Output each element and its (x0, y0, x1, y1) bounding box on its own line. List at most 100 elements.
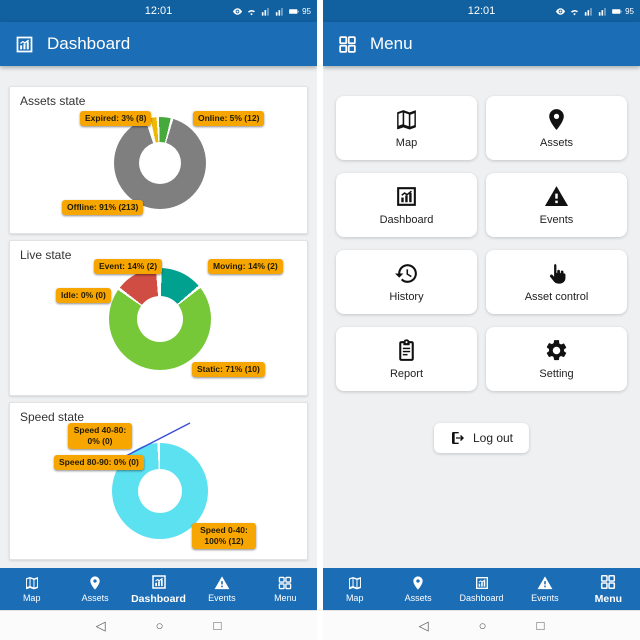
map-icon (24, 575, 40, 591)
bottom-nav: Map Assets Dashboard Events Menu (323, 568, 640, 610)
chart-label-speed-80-90: Speed 80-90: 0% (0) (54, 455, 144, 471)
card-title: Live state (20, 248, 72, 262)
android-nav-bar: ◁ ○ □ (323, 610, 640, 640)
menu-card-label: Assets (539, 137, 573, 149)
page-title: Menu (370, 34, 413, 53)
assets-state-card: Assets state Expired: 3% (8) Online: 5% … (9, 86, 308, 234)
nav-label: Dashboard (459, 593, 504, 603)
status-icons: 95 (555, 0, 634, 22)
recents-button[interactable]: □ (213, 618, 222, 633)
nav-label: Menu (594, 593, 623, 605)
recents-button[interactable]: □ (536, 618, 545, 633)
signal-icon (274, 6, 285, 17)
menu-card-dashboard[interactable]: Dashboard (336, 173, 477, 237)
battery-percent: 95 (625, 6, 634, 16)
nav-item-assets[interactable]: Assets (386, 568, 449, 610)
menu-card-label: Report (389, 368, 424, 380)
home-button[interactable]: ○ (155, 618, 164, 633)
menu-card-label: History (389, 291, 424, 303)
nav-item-events[interactable]: Events (513, 568, 576, 610)
menu-card-events[interactable]: Events (486, 173, 627, 237)
clipboard-icon (394, 338, 419, 363)
chart-label-event: Event: 14% (2) (94, 259, 163, 275)
grid-menu-icon (599, 573, 617, 591)
eye-icon (232, 6, 243, 17)
nav-label: Events (208, 593, 236, 603)
chart-label-online: Online: 5% (12) (193, 111, 265, 127)
dashboard-icon (14, 34, 35, 55)
nav-item-map[interactable]: Map (323, 568, 386, 610)
menu-card-assets[interactable]: Assets (486, 96, 627, 160)
nav-item-menu[interactable]: Menu (577, 568, 640, 610)
chart-icon (150, 573, 168, 591)
battery-percent: 95 (302, 6, 311, 16)
status-icons: 95 (232, 0, 311, 22)
grid-menu-icon (277, 575, 293, 591)
menu-card-label: Events (539, 214, 574, 226)
nav-item-events[interactable]: Events (190, 568, 253, 610)
back-button[interactable]: ◁ (418, 618, 429, 633)
signal-icon (583, 6, 594, 17)
page-title: Dashboard (47, 34, 131, 53)
android-nav-bar: ◁ ○ □ (0, 610, 317, 640)
eye-icon (555, 6, 566, 17)
logout-icon (450, 430, 466, 446)
chart-icon (394, 184, 419, 209)
chart-icon (474, 575, 490, 591)
nav-item-menu[interactable]: Menu (254, 568, 317, 610)
warning-icon (544, 184, 569, 209)
chart-label-static: Static: 71% (10) (192, 362, 265, 378)
history-clock-icon (394, 261, 419, 286)
dashboard-screen: 12:01 95 Dashboard Assets state Expired:… (0, 0, 317, 640)
menu-card-label: Map (395, 137, 418, 149)
assets-state-donut (114, 117, 206, 209)
live-state-card: Live state Event: 14% (2) Moving: 14% (2… (9, 240, 308, 396)
menu-grid: Map Assets Dashboard Events History (323, 66, 640, 391)
card-title: Speed state (20, 410, 85, 424)
status-time: 12:01 (144, 5, 173, 17)
nav-label: Events (531, 593, 559, 603)
home-button[interactable]: ○ (478, 618, 487, 633)
warning-icon (537, 575, 553, 591)
logout-button[interactable]: Log out (433, 423, 530, 453)
dashboard-content: Assets state Expired: 3% (8) Online: 5% … (0, 66, 317, 568)
nav-label: Map (22, 593, 41, 603)
card-title: Assets state (20, 94, 86, 108)
logout-label: Log out (472, 431, 514, 445)
app-bar-menu: Menu (323, 22, 640, 66)
back-button[interactable]: ◁ (95, 618, 106, 633)
chart-label-moving: Moving: 14% (2) (208, 259, 283, 275)
menu-card-asset-control[interactable]: Asset control (486, 250, 627, 314)
pointing-hand-icon (544, 261, 569, 286)
location-pin-icon (544, 107, 569, 132)
nav-label: Map (345, 593, 364, 603)
chart-label-idle: Idle: 0% (0) (56, 288, 111, 304)
gear-icon (544, 338, 569, 363)
chart-label-expired: Expired: 3% (8) (80, 111, 152, 127)
live-state-donut (109, 268, 211, 370)
menu-card-setting[interactable]: Setting (486, 327, 627, 391)
nav-label: Dashboard (131, 593, 186, 605)
wifi-icon (569, 6, 580, 17)
nav-item-map[interactable]: Map (0, 568, 63, 610)
menu-content: Map Assets Dashboard Events History (323, 66, 640, 568)
status-time: 12:01 (467, 5, 496, 17)
speed-state-card: Speed state Speed 40-80: 0% (0) Speed 80… (9, 402, 308, 560)
nav-item-assets[interactable]: Assets (63, 568, 126, 610)
signal-icon (260, 6, 271, 17)
wifi-icon (246, 6, 257, 17)
menu-card-map[interactable]: Map (336, 96, 477, 160)
app-bar-dashboard: Dashboard (0, 22, 317, 66)
menu-card-label: Asset control (524, 291, 589, 303)
menu-card-history[interactable]: History (336, 250, 477, 314)
location-pin-icon (87, 575, 103, 591)
map-icon (347, 575, 363, 591)
location-pin-icon (410, 575, 426, 591)
signal-icon (597, 6, 608, 17)
map-icon (394, 107, 419, 132)
leader-line (123, 422, 191, 458)
nav-item-dashboard[interactable]: Dashboard (127, 568, 190, 610)
grid-menu-icon (337, 34, 358, 55)
menu-card-report[interactable]: Report (336, 327, 477, 391)
nav-item-dashboard[interactable]: Dashboard (450, 568, 513, 610)
